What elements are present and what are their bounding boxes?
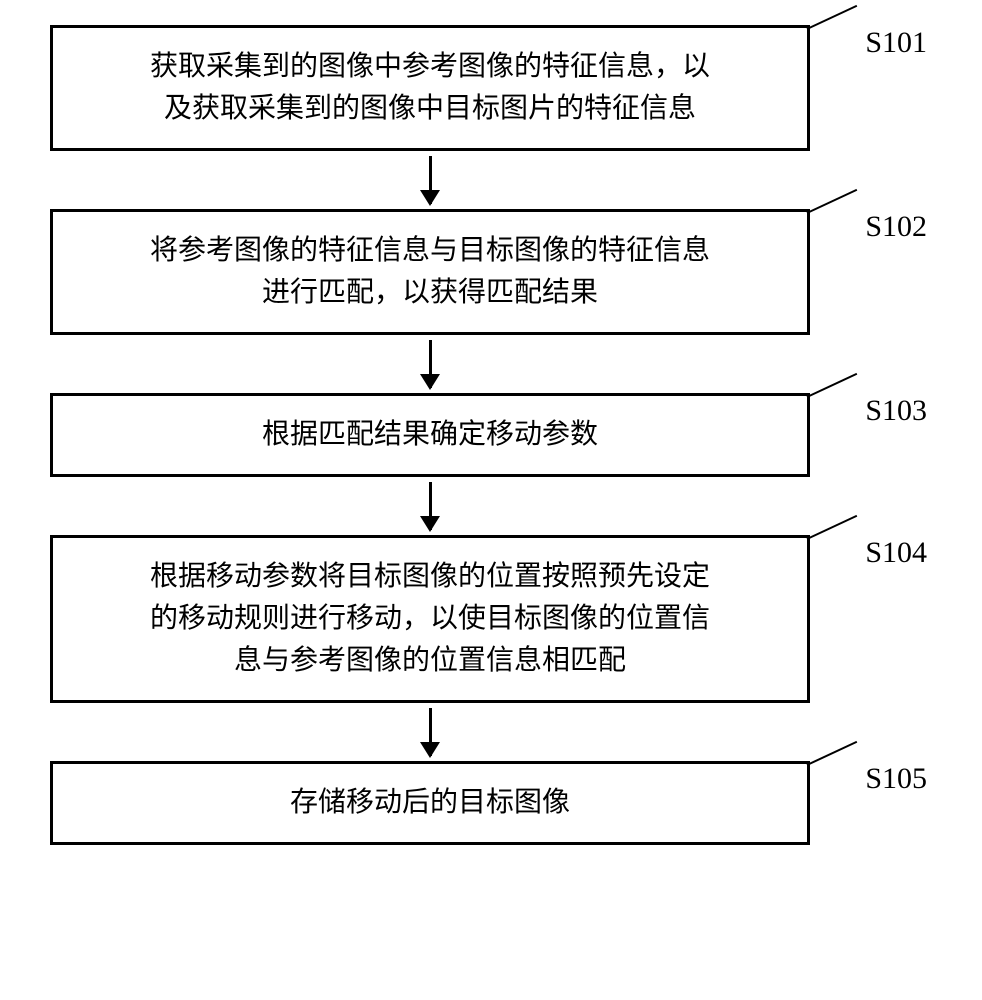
- step-text-line: 根据匹配结果确定移动参数: [73, 414, 787, 456]
- label-connector-line: [807, 515, 858, 540]
- step-text-line: 存储移动后的目标图像: [73, 782, 787, 824]
- step-text-line: 及获取采集到的图像中目标图片的特征信息: [73, 88, 787, 130]
- step-label-s104: S104: [865, 530, 927, 575]
- label-connector-line: [807, 741, 858, 766]
- step-text-line: 根据移动参数将目标图像的位置按照预先设定: [73, 556, 787, 598]
- arrow-container: [50, 335, 810, 393]
- step-label-s102: S102: [865, 204, 927, 249]
- label-connector-line: [807, 189, 858, 214]
- step-text-line: 进行匹配，以获得匹配结果: [73, 272, 787, 314]
- step-text-line: 的移动规则进行移动，以使目标图像的位置信: [73, 598, 787, 640]
- down-arrow-icon: [429, 156, 432, 204]
- flowchart-step-s103: S103 根据匹配结果确定移动参数: [50, 393, 810, 477]
- arrow-container: [50, 477, 810, 535]
- flowchart-step-s101: S101 获取采集到的图像中参考图像的特征信息，以 及获取采集到的图像中目标图片…: [50, 25, 810, 151]
- step-label-s105: S105: [865, 756, 927, 801]
- step-label-s101: S101: [865, 20, 927, 65]
- step-label-s103: S103: [865, 388, 927, 433]
- label-connector-line: [807, 373, 858, 398]
- flowchart-step-s104: S104 根据移动参数将目标图像的位置按照预先设定 的移动规则进行移动，以使目标…: [50, 535, 810, 703]
- down-arrow-icon: [429, 340, 432, 388]
- down-arrow-icon: [429, 708, 432, 756]
- flowchart-step-s105: S105 存储移动后的目标图像: [50, 761, 810, 845]
- step-text-line: 息与参考图像的位置信息相匹配: [73, 640, 787, 682]
- step-text-line: 将参考图像的特征信息与目标图像的特征信息: [73, 230, 787, 272]
- down-arrow-icon: [429, 482, 432, 530]
- arrow-container: [50, 151, 810, 209]
- flowchart-container: S101 获取采集到的图像中参考图像的特征信息，以 及获取采集到的图像中目标图片…: [50, 25, 932, 845]
- arrow-container: [50, 703, 810, 761]
- flowchart-step-s102: S102 将参考图像的特征信息与目标图像的特征信息 进行匹配，以获得匹配结果: [50, 209, 810, 335]
- step-text-line: 获取采集到的图像中参考图像的特征信息，以: [73, 46, 787, 88]
- label-connector-line: [807, 5, 858, 30]
